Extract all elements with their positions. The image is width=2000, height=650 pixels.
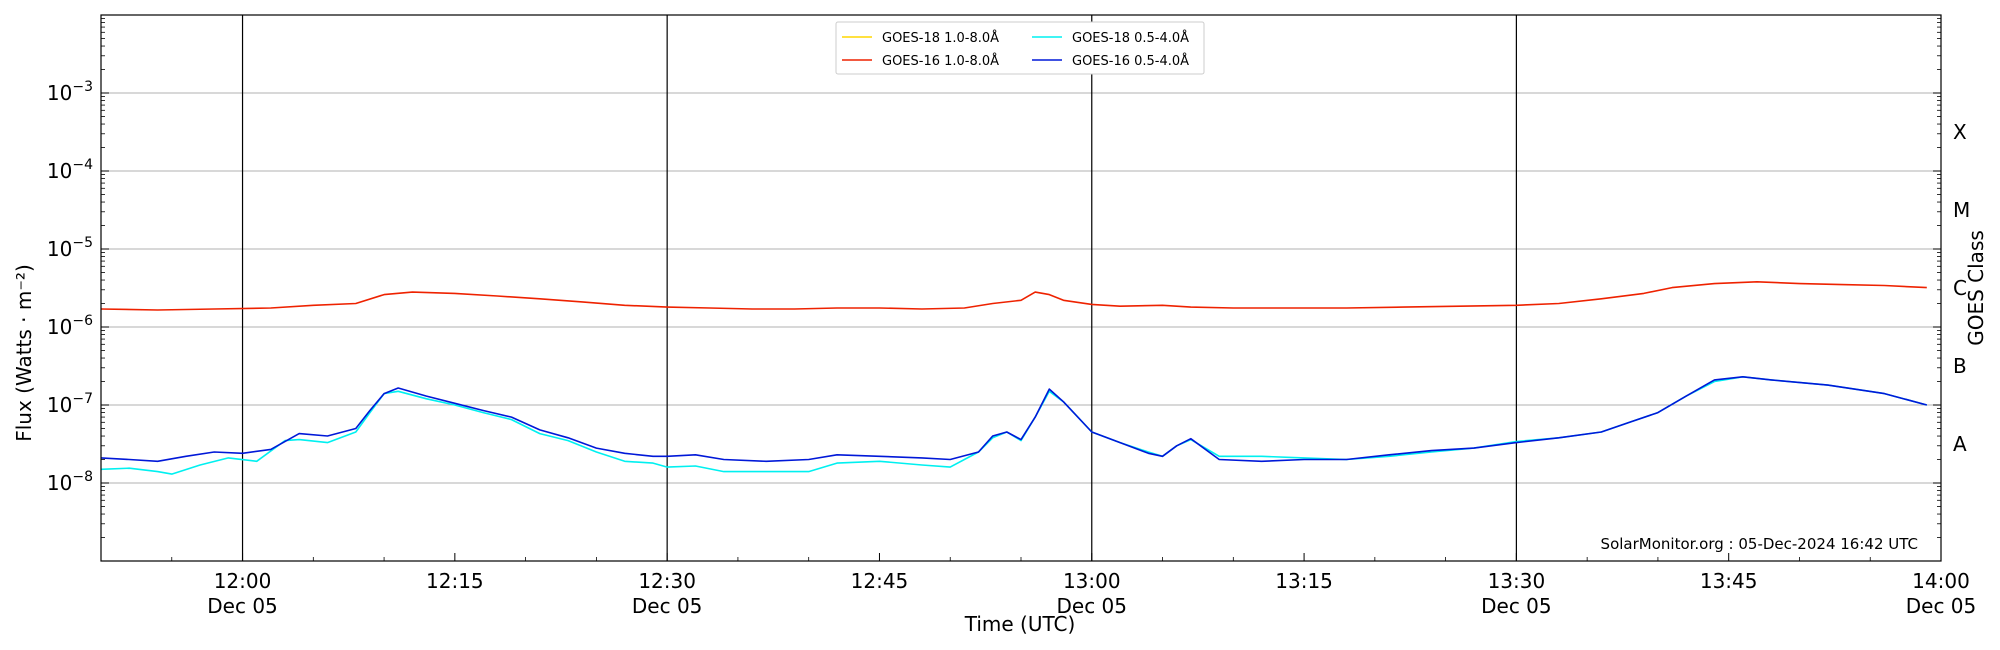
x-tick-label: 12:45: [851, 569, 909, 593]
x-tick-date-label: Dec 05: [207, 594, 278, 618]
legend-label: GOES-16 1.0-8.0Å: [882, 53, 999, 69]
y-tick-label: 10−7: [47, 391, 93, 417]
goes-class-labels: A B C M X: [1953, 120, 1970, 456]
y-tick-label: 10−5: [47, 235, 93, 261]
legend-label: GOES-18 1.0-8.0Å: [882, 30, 999, 46]
y-axis-ticks: 10−8 10−7 10−6 10−5 10−4 10−3: [47, 18, 1941, 538]
x-tick-label: 12:30: [638, 569, 696, 593]
grid-lines: [101, 92, 1941, 484]
x-tick-label: 14:00: [1912, 569, 1970, 593]
credit-annotation: SolarMonitor.org : 05-Dec-2024 16:42 UTC: [1601, 535, 1918, 553]
goes-class-label: C: [1953, 276, 1967, 300]
x-tick-date-label: Dec 05: [1057, 594, 1128, 618]
series-line: [100, 375, 1928, 463]
y2-axis-title: GOES Class: [1964, 230, 1988, 346]
x-tick-label: 13:00: [1063, 569, 1121, 593]
series-lines: [100, 280, 1928, 475]
day-boundary-lines: [241, 15, 1517, 561]
x-tick-label: 13:45: [1700, 569, 1758, 593]
x-axis-title: Time (UTC): [964, 612, 1076, 636]
y-tick-label: 10−4: [47, 157, 93, 183]
series-line: [100, 280, 1927, 311]
legend-label: GOES-18 0.5-4.0Å: [1072, 30, 1189, 46]
x-tick-date-label: Dec 05: [1906, 594, 1977, 618]
y-tick-label: 10−3: [47, 79, 93, 105]
goes-class-label: B: [1953, 354, 1967, 378]
legend-box: [835, 21, 1205, 75]
legend: GOES-18 1.0-8.0Å GOES-16 1.0-8.0Å GOES-18 …: [835, 21, 1205, 75]
x-tick-label: 12:15: [426, 569, 484, 593]
x-tick-date-label: Dec 05: [1481, 594, 1552, 618]
x-tick-label: 12:00: [214, 569, 272, 593]
goes-class-label: X: [1953, 120, 1967, 144]
y-axis-title: Flux (Watts · m⁻²): [12, 264, 36, 442]
y-tick-label: 10−6: [47, 313, 93, 339]
goes-class-label: A: [1953, 432, 1967, 456]
x-tick-label: 13:30: [1488, 569, 1546, 593]
x-tick-date-label: Dec 05: [632, 594, 703, 618]
goes-class-label: M: [1953, 198, 1970, 222]
legend-label: GOES-16 0.5-4.0Å: [1072, 53, 1189, 69]
y-tick-label: 10−8: [47, 469, 93, 495]
x-tick-label: 13:15: [1275, 569, 1333, 593]
